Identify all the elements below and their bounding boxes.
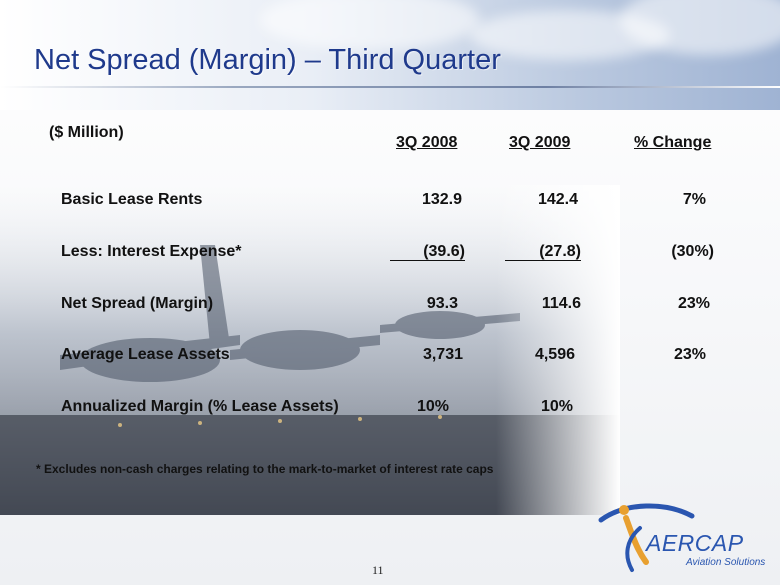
page-number: 11 <box>372 563 384 577</box>
aercap-swoosh-icon <box>598 503 695 572</box>
basic-lease-rents-change: 7% <box>682 191 706 208</box>
basic-lease-rents-2008: 132.9 <box>421 191 462 208</box>
basic-lease-rents-2009: 142.4 <box>537 191 578 208</box>
airport-background-image <box>0 185 620 515</box>
average-lease-assets-change: 23% <box>673 346 706 363</box>
column-header-3q-2009: 3Q 2009 <box>509 134 571 151</box>
row-label-annualized-margin: Annualized Margin (% Lease Assets) <box>61 398 339 415</box>
annualized-margin-2008: 10% <box>416 398 449 415</box>
interest-expense-2008: (39.6) <box>390 243 465 261</box>
average-lease-assets-2008: 3,731 <box>422 346 463 363</box>
aercap-logo: AERCAP Aviation Solutions <box>596 500 776 580</box>
footnote: * Excludes non-cash charges relating to … <box>36 462 494 476</box>
row-label-average-lease-assets: Average Lease Assets <box>61 346 230 363</box>
row-label-interest-expense: Less: Interest Expense* <box>61 243 242 260</box>
title-divider <box>0 86 780 88</box>
net-spread-2009: 114.6 <box>541 295 581 312</box>
logo-wordmark: AERCAP <box>646 530 744 556</box>
row-label-basic-lease-rents: Basic Lease Rents <box>61 191 203 208</box>
net-spread-change: 23% <box>677 295 710 312</box>
interest-expense-2009: (27.8) <box>505 243 581 261</box>
annualized-margin-2009: 10% <box>540 398 573 415</box>
column-header-3q-2008: 3Q 2008 <box>396 134 458 151</box>
page-title: Net Spread (Margin) – Third Quarter <box>34 44 501 76</box>
interest-expense-change: (30%) <box>671 243 714 260</box>
net-spread-2008: 93.3 <box>426 295 458 312</box>
sky-background <box>0 0 780 110</box>
unit-label: ($ Million) <box>49 124 124 141</box>
logo-tagline: Aviation Solutions <box>686 557 766 568</box>
column-header-percent-change: % Change <box>634 134 712 151</box>
row-label-net-spread: Net Spread (Margin) <box>61 295 214 312</box>
average-lease-assets-2009: 4,596 <box>534 346 575 363</box>
